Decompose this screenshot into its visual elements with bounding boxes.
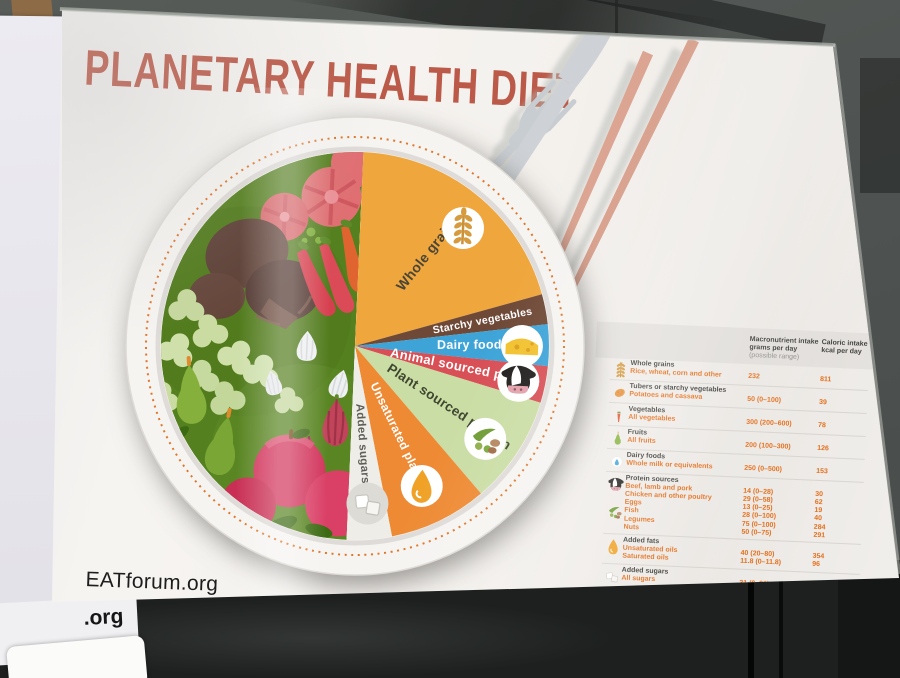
mushrooms: [189, 218, 322, 329]
segment-dairy-foods: [355, 324, 549, 367]
legumes-icon: [464, 417, 507, 460]
sugar-icon: [346, 482, 389, 525]
table-corner-shadow: [838, 560, 900, 678]
plank-seam: [615, 0, 618, 58]
segment-unsaturated-plant-oils: [355, 346, 481, 537]
laminate-sheen: [62, 10, 899, 602]
food-circle: Whole grainsStarchy vegetablesDairy food…: [152, 143, 549, 540]
segment-starchy-vegetables: [355, 294, 548, 346]
segment-whole-grains: [355, 152, 542, 346]
table-edge-highlight: [60, 598, 620, 678]
oil-icon: [400, 464, 443, 507]
laminate-shade: [62, 10, 462, 430]
org-sheet-text: .org: [83, 604, 124, 630]
food-circle-shadow: [155, 146, 555, 546]
wheat-icon: [442, 205, 485, 250]
cheese-icon: [500, 324, 543, 367]
segment-label-added-sugars: Added sugars: [353, 403, 371, 484]
plank-seam: [779, 578, 783, 678]
table-surface-shadow: [860, 58, 900, 193]
plate-diagram: Whole grainsStarchy vegetablesDairy food…: [125, 116, 585, 576]
cow-icon: [497, 359, 540, 402]
pears: [176, 355, 236, 476]
plank-seam: [748, 578, 754, 678]
dashed-ring: [145, 136, 565, 556]
vegetables-fruits-illustration: [152, 143, 364, 540]
segment-label-dairy-foods: Dairy foods: [437, 338, 509, 352]
plate-segment-icons: [346, 205, 543, 525]
